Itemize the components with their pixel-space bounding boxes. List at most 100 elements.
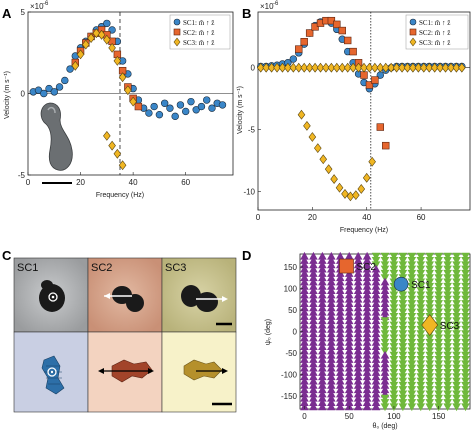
grid-triangle-purple [362,363,372,372]
grid-triangle-purple [335,320,345,329]
grid-triangle-purple [380,281,390,290]
grid-triangle-green [434,330,443,338]
grid-triangle-purple [327,290,336,299]
grid-triangle-purple [327,333,336,342]
grid-triangle-purple [300,260,309,269]
grid-triangle-green [443,265,452,274]
data-point-diamond [297,109,306,120]
legend-marker-circle [409,18,417,26]
grid-triangle-green [416,377,426,386]
grid-triangle-purple [327,303,336,312]
grid-triangle-green [443,317,452,326]
y-tick-label: 5 [21,8,26,17]
grid-triangle-purple [371,350,381,359]
panel-d-x-label: θ₀ (deg) [372,423,397,430]
grid-triangle-purple [318,307,327,316]
grid-triangle-green [407,377,417,386]
grid-triangle-purple [300,281,309,290]
grid-triangle-purple [353,398,363,406]
grid-triangle-purple [335,325,345,333]
data-point-diamond [314,143,322,154]
grid-triangle-purple [344,381,354,389]
grid-triangle-green [407,364,417,373]
data-point-diamond [118,160,127,171]
grid-triangle-green [398,394,408,403]
grid-triangle-green [434,291,443,300]
y-tick-label: 150 [284,263,298,272]
grid-triangle-purple [300,264,309,273]
grid-triangle-green [443,377,452,386]
grid-triangle-purple [353,294,363,303]
grid-triangle-purple [318,393,327,402]
grid-triangle-purple [327,273,336,282]
grid-triangle-purple [380,307,390,316]
grid-triangle-purple [309,277,318,286]
grid-triangle-green [398,261,408,270]
grid-triangle-green [398,390,408,399]
grid-triangle-green [434,351,443,360]
data-point-square [300,37,308,46]
data-point-diamond [278,62,287,73]
data-point-circle [289,55,298,63]
data-point-diamond [316,62,325,73]
panel-d-y-label: ψ₀ (deg) [265,319,272,345]
grid-triangle-purple [353,333,363,342]
data-point-diamond [308,132,317,142]
grid-triangle-green [434,282,443,291]
data-point-diamond [368,156,376,167]
grid-triangle-green [398,325,408,334]
legend-marker-circle [173,18,181,26]
data-point-circle [55,83,64,91]
grid-triangle-green [407,338,417,347]
data-point-diamond [303,120,311,131]
grid-triangle-purple [318,264,327,273]
grid-triangle-green [434,295,443,304]
grid-triangle-green [443,257,452,265]
grid-triangle-purple [362,385,372,394]
grid-triangle-purple [335,307,345,316]
grid-triangle-green [398,308,408,317]
data-point-circle [181,107,190,116]
grid-triangle-green [416,347,426,356]
grid-triangle-green [434,317,443,326]
grid-triangle-purple [300,342,309,351]
grid-triangle-green [380,265,390,274]
grid-triangle-purple [309,294,318,303]
grid-triangle-purple [300,303,309,312]
grid-triangle-purple [318,381,327,389]
grid-triangle-green [389,377,399,386]
y-tick-label: -150 [281,392,298,401]
grid-triangle-green [398,321,408,330]
x-tick-label: 100 [387,412,401,421]
grid-triangle-green [407,321,417,330]
grid-triangle-purple [335,398,345,406]
grid-triangle-purple [318,368,327,376]
grid-triangle-green [398,377,408,386]
grid-triangle-purple [335,385,345,394]
x-tick-label: 150 [432,412,446,421]
data-point-diamond [87,33,95,43]
grid-triangle-purple [353,256,363,264]
grid-triangle-green [407,368,417,377]
grid-triangle-green [389,364,399,373]
data-point-square [295,45,303,53]
grid-triangle-purple [344,363,354,372]
grid-triangle-green [461,330,470,338]
grid-triangle-purple [309,346,318,355]
grid-triangle-green [452,403,461,412]
grid-triangle-green [452,368,461,377]
grid-triangle-green [425,300,435,308]
grid-triangle-purple [309,381,318,389]
data-point-square [327,16,336,25]
grid-triangle-purple [344,368,354,376]
grid-triangle-green [380,399,390,407]
grid-triangle-green [416,334,426,343]
data-point-diamond [335,182,344,193]
data-point-square [311,23,319,31]
grid-triangle-purple [371,325,381,333]
grid-triangle-green [416,381,426,390]
grid-triangle-purple [380,303,390,312]
grid-triangle-green [398,252,408,261]
data-point-diamond [365,62,374,73]
grid-triangle-purple [362,381,372,389]
